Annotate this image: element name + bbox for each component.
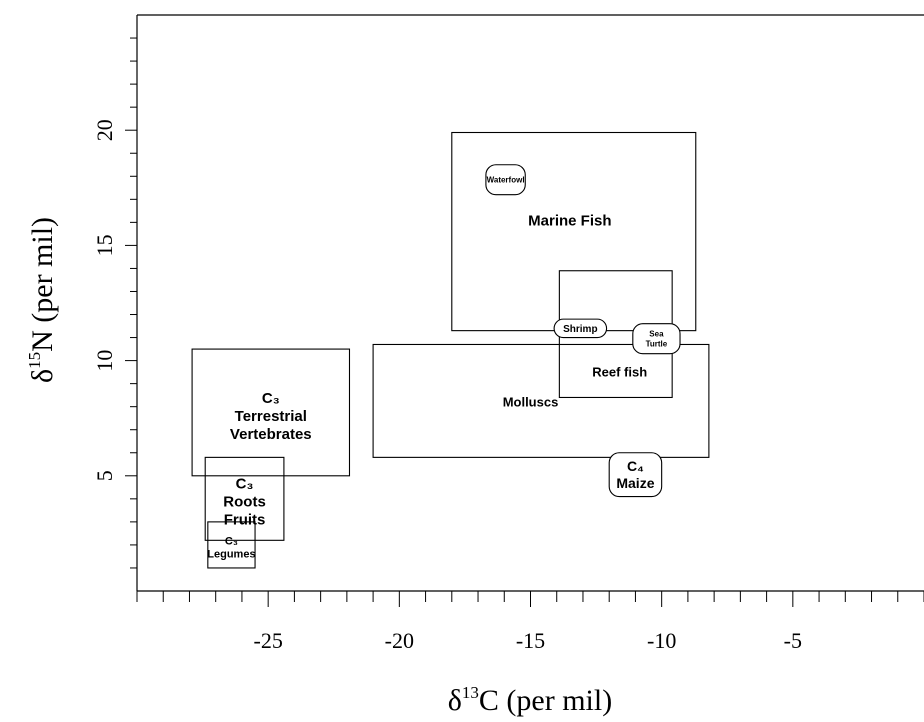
c3-legumes-label-line: Legumes bbox=[207, 549, 255, 561]
marine-fish-label-line: Marine Fish bbox=[528, 212, 611, 229]
c3-terrestrial-vertebrates-label-line: Vertebrates bbox=[230, 426, 312, 443]
x-tick-label: -15 bbox=[516, 628, 545, 653]
waterfowl-label-line: Waterfowl bbox=[487, 176, 525, 185]
c3-roots-fruits-label: C₃ Roots Fruits bbox=[223, 475, 266, 528]
x-title-rest: C (per mil) bbox=[479, 684, 612, 717]
shrimp-label: Shrimp bbox=[563, 324, 597, 335]
y-tick-label: 15 bbox=[92, 234, 117, 256]
reef-fish-label: Reef fish bbox=[592, 365, 647, 380]
shrimp-badge bbox=[553, 318, 608, 339]
x-tick-label: -20 bbox=[385, 628, 414, 653]
y-tick-label: 5 bbox=[92, 470, 117, 481]
c3-legumes-label-line: C₃ bbox=[225, 535, 238, 547]
y-title-rest: N (per mil) bbox=[26, 217, 59, 352]
c3-roots-fruits-label-line: C₃ bbox=[236, 475, 254, 492]
c3-terrestrial-vertebrates-label-line: Terrestrial bbox=[235, 408, 307, 425]
c3-legumes-box bbox=[207, 521, 256, 569]
marine-fish-box bbox=[451, 131, 697, 332]
waterfowl-badge bbox=[485, 164, 526, 196]
molluscs-label-line: Molluscs bbox=[503, 395, 559, 410]
y-tick-label: 10 bbox=[92, 350, 117, 372]
c4-maize-label-line: Maize bbox=[616, 475, 654, 491]
y-title-sup: 15 bbox=[25, 352, 44, 369]
x-ticks: -25 -20 -15 -10 -5 bbox=[136, 591, 924, 653]
molluscs-box bbox=[372, 343, 710, 458]
shrimp-label-line: Shrimp bbox=[563, 324, 597, 335]
y-title-symbol: δ bbox=[26, 369, 59, 383]
x-tick-label: -25 bbox=[254, 628, 283, 653]
x-tick-label: -5 bbox=[784, 628, 802, 653]
y-axis-title: δ15N (per mil) bbox=[25, 217, 59, 383]
x-tick-label: -10 bbox=[647, 628, 676, 653]
x-axis-title: δ13C (per mil) bbox=[448, 683, 612, 717]
marine-fish-label: Marine Fish bbox=[528, 212, 611, 229]
y-tick-label: 20 bbox=[92, 119, 117, 141]
c4-maize-label-line: C₄ bbox=[627, 458, 644, 474]
c3-roots-fruits-label-line: Roots bbox=[223, 493, 266, 510]
c3-roots-fruits-label-line: Fruits bbox=[224, 511, 266, 528]
c3-terrestrial-vertebrates-label: C₃ Terrestrial Vertebrates bbox=[230, 390, 312, 443]
pill-layer: Waterfowl Shrimp Sea Turtle C₄ Maize bbox=[485, 164, 681, 498]
c4-maize-badge bbox=[608, 452, 663, 498]
c3-terrestrial-vertebrates-box bbox=[191, 348, 351, 477]
waterfowl-label: Waterfowl bbox=[487, 176, 525, 185]
sea-turtle-label-line: Turtle bbox=[646, 339, 668, 348]
x-title-symbol: δ bbox=[448, 684, 462, 717]
sea-turtle-label-line: Sea bbox=[649, 330, 664, 339]
sea-turtle-badge bbox=[632, 323, 681, 355]
c3-legumes-label: C₃ Legumes bbox=[207, 535, 255, 560]
x-title-sup: 13 bbox=[462, 683, 479, 702]
c3-terrestrial-vertebrates-label-line: C₃ bbox=[262, 390, 280, 407]
y-ticks: 5 10 15 20 bbox=[92, 37, 137, 569]
molluscs-label: Molluscs bbox=[503, 395, 559, 410]
sea-turtle-label: Sea Turtle bbox=[646, 330, 668, 349]
c4-maize-label: C₄ Maize bbox=[616, 458, 654, 491]
reef-fish-label-line: Reef fish bbox=[592, 365, 647, 380]
c3-roots-fruits-box bbox=[204, 456, 285, 541]
